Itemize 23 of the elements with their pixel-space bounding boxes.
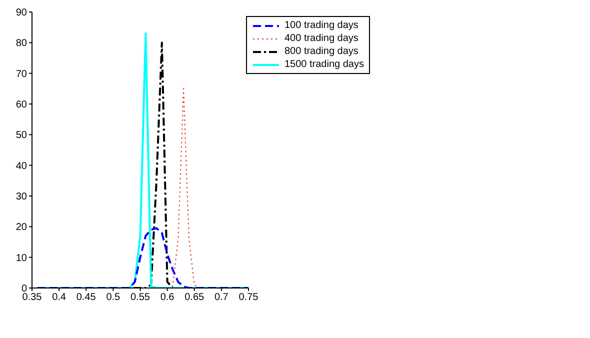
x-tick-label: 0.45 — [76, 292, 96, 304]
y-tick-label: 80 — [16, 38, 28, 50]
y-tick-label: 40 — [16, 160, 28, 172]
x-tick-label: 0.75 — [238, 292, 259, 304]
x-tick-label: 0.55 — [130, 292, 150, 304]
x-tick-label: 0.4 — [52, 292, 66, 304]
y-tick-label: 90 — [16, 8, 28, 19]
line-series — [36, 227, 248, 288]
x-tick-label: 0.6 — [160, 292, 175, 304]
y-tick-label: 70 — [16, 68, 28, 80]
y-tick-label: 50 — [16, 130, 28, 142]
y-tick-label: 60 — [16, 100, 28, 111]
legend-label: 800 trading days — [284, 46, 358, 57]
legend-label: 100 trading days — [284, 20, 358, 31]
x-tick-label: 0.35 — [22, 292, 42, 304]
x-tick-label: 0.5 — [106, 292, 121, 304]
legend-label: 400 trading days — [284, 33, 358, 44]
y-tick-label: 30 — [16, 192, 28, 203]
x-tick-label: 0.65 — [184, 292, 205, 304]
y-tick-label: 20 — [16, 222, 28, 234]
y-tick-label: 10 — [16, 252, 28, 264]
x-tick-label: 0.7 — [214, 292, 229, 304]
legend-label: 1500 trading days — [284, 59, 364, 70]
